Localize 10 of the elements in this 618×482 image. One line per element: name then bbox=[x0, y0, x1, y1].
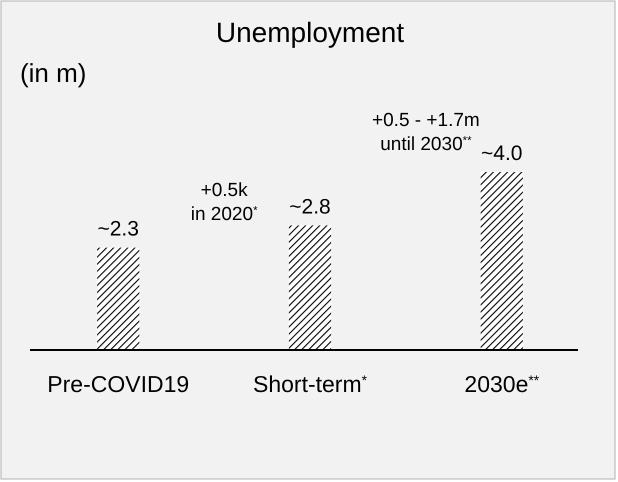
chart-title: Unemployment bbox=[216, 17, 404, 48]
x-tick-label: Pre-COVID19 bbox=[47, 371, 190, 397]
annotation: +0.5k in 2020$^{*}$ bbox=[190, 180, 258, 225]
y-axis-title: (in m) bbox=[20, 58, 86, 88]
x-tick-label: 2030e$^{**}$ bbox=[464, 371, 540, 397]
data-label: ~2.8 bbox=[289, 195, 331, 218]
x-tick-label: Short-term$^{*}$ bbox=[252, 371, 368, 397]
data-label: ~4.0 bbox=[481, 142, 523, 165]
text: +0.5 - +1.7m until 2030$^{**}$ bbox=[372, 110, 480, 155]
data-label: ~2.3 bbox=[97, 218, 139, 241]
